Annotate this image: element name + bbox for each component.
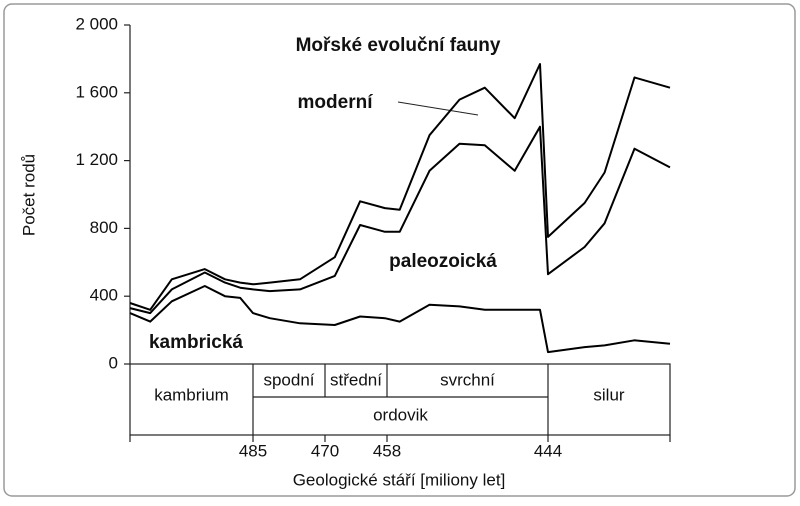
series-label: paleozoická [389,251,497,272]
epoch-label: svrchní [440,370,495,389]
series-label: kambrická [149,332,243,353]
x-tick-label: 485 [239,441,267,460]
y-tick-label: 2 000 [75,14,118,33]
x-tick-label: 444 [534,441,562,460]
period-label: ordovik [373,405,428,424]
epoch-label: střední [330,370,382,389]
x-tick-label: 458 [373,441,401,460]
label-pointer [397,101,479,116]
epoch-label: spodní [263,370,314,389]
y-tick-label: 400 [90,286,118,305]
outer-frame [3,3,796,497]
period-label: kambrium [154,385,229,404]
series-line [129,285,671,354]
series-label: moderní [298,92,374,113]
stratigraphy-table [129,363,671,436]
y-tick-label: 1 200 [75,150,118,169]
y-tick-label: 1 600 [75,82,118,101]
x-axis-label: Geologické stáří [miliony let] [293,470,506,489]
y-tick-label: 800 [90,218,118,237]
y-axis-label: Počet rodů [19,154,38,236]
chart-title: Mořské evoluční fauny [296,35,501,56]
series-line [129,125,671,315]
y-tick-label: 0 [109,353,118,372]
series-line [129,63,671,311]
period-label: silur [593,385,625,404]
x-tick-label: 470 [311,441,339,460]
